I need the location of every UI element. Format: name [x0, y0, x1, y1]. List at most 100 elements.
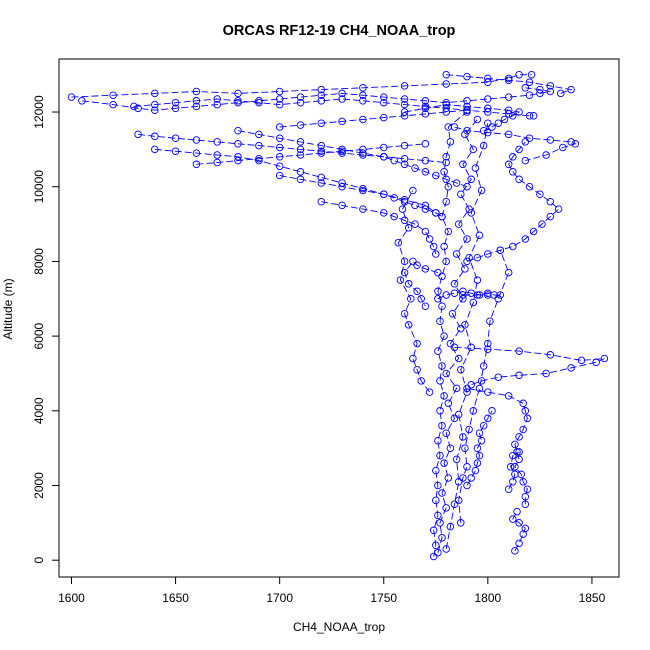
- data-point: [411, 220, 419, 228]
- data-point: [171, 104, 180, 113]
- data-point: [465, 425, 473, 434]
- data-point: [450, 123, 459, 131]
- data-point: [479, 362, 488, 370]
- data-point: [380, 143, 388, 152]
- data-point: [529, 112, 538, 120]
- data-point: [421, 201, 430, 210]
- data-point: [471, 164, 480, 172]
- data-point: [359, 91, 367, 99]
- data-point: [390, 156, 398, 165]
- data-point: [421, 97, 430, 105]
- data-point: [432, 496, 440, 505]
- data-point: [255, 156, 263, 165]
- data-point: [444, 399, 453, 408]
- data-point: [475, 384, 484, 393]
- data-point: [275, 153, 284, 161]
- data-point: [442, 100, 450, 109]
- data-point: [234, 153, 242, 161]
- data-point: [515, 371, 523, 380]
- data-point: [442, 291, 450, 299]
- data-point: [442, 158, 450, 167]
- y-tick-label: 6000: [32, 322, 46, 349]
- data-point: [396, 276, 405, 284]
- data-point: [380, 93, 388, 101]
- data-point: [519, 425, 527, 434]
- data-point: [484, 388, 492, 396]
- data-point: [404, 224, 413, 232]
- data-point: [521, 524, 530, 533]
- data-point: [463, 182, 471, 191]
- series-line: [462, 292, 501, 296]
- data-point: [442, 153, 450, 161]
- series-line: [454, 126, 577, 162]
- data-point: [484, 104, 492, 113]
- data-point: [411, 201, 419, 210]
- data-point: [429, 526, 438, 535]
- data-point: [486, 317, 494, 325]
- data-point: [440, 332, 448, 340]
- data-point: [275, 162, 284, 170]
- data-point: [380, 113, 388, 122]
- data-point: [467, 209, 475, 217]
- data-point: [130, 102, 138, 111]
- data-point: [432, 171, 440, 180]
- y-tick-label: 0: [32, 557, 46, 564]
- data-point: [213, 100, 221, 109]
- data-point: [171, 147, 180, 155]
- data-point: [488, 123, 496, 131]
- data-point: [442, 80, 450, 88]
- data-point: [525, 182, 534, 191]
- data-point: [479, 126, 488, 135]
- series-line: [279, 109, 468, 128]
- data-point: [567, 364, 575, 372]
- data-point: [567, 138, 575, 146]
- data-point: [296, 98, 305, 107]
- y-tick-label: 8000: [32, 248, 46, 275]
- data-point: [515, 433, 523, 441]
- data-point: [359, 149, 367, 157]
- data-point: [542, 369, 550, 378]
- data-point: [523, 414, 532, 423]
- series-line: [437, 290, 488, 300]
- data-point: [317, 141, 326, 150]
- data-point: [317, 119, 326, 127]
- data-point: [475, 291, 484, 299]
- data-point: [234, 156, 242, 165]
- data-point: [473, 459, 482, 467]
- data-point: [484, 345, 492, 353]
- data-point: [440, 459, 448, 467]
- data-point: [317, 173, 326, 182]
- data-point: [525, 78, 534, 86]
- data-point: [425, 388, 434, 396]
- data-point: [515, 145, 523, 154]
- data-point: [434, 436, 442, 445]
- data-point: [511, 463, 519, 471]
- data-point: [452, 179, 461, 187]
- data-point: [436, 451, 444, 460]
- data-point: [509, 515, 517, 523]
- x-tick-label: 1850: [579, 591, 606, 605]
- data-point: [457, 324, 465, 333]
- data-point: [467, 289, 475, 297]
- data-point: [577, 356, 586, 365]
- y-tick-label: 4000: [32, 397, 46, 424]
- data-point: [444, 474, 453, 482]
- data-point: [359, 115, 367, 124]
- data-point: [459, 433, 467, 441]
- data-point: [459, 287, 467, 296]
- data-point: [151, 145, 159, 154]
- data-point: [400, 95, 409, 103]
- data-point: [400, 154, 409, 163]
- data-point: [338, 117, 346, 126]
- data-point: [475, 231, 484, 240]
- data-point: [380, 190, 388, 198]
- data-point: [484, 291, 492, 299]
- data-point: [484, 119, 492, 127]
- data-point: [317, 97, 326, 105]
- data-point: [452, 250, 461, 258]
- y-axis: 0 2000 4000 6000 8000 10000 12000: [32, 95, 60, 564]
- data-point: [438, 489, 446, 497]
- data-point: [296, 145, 305, 154]
- data-point: [450, 343, 459, 352]
